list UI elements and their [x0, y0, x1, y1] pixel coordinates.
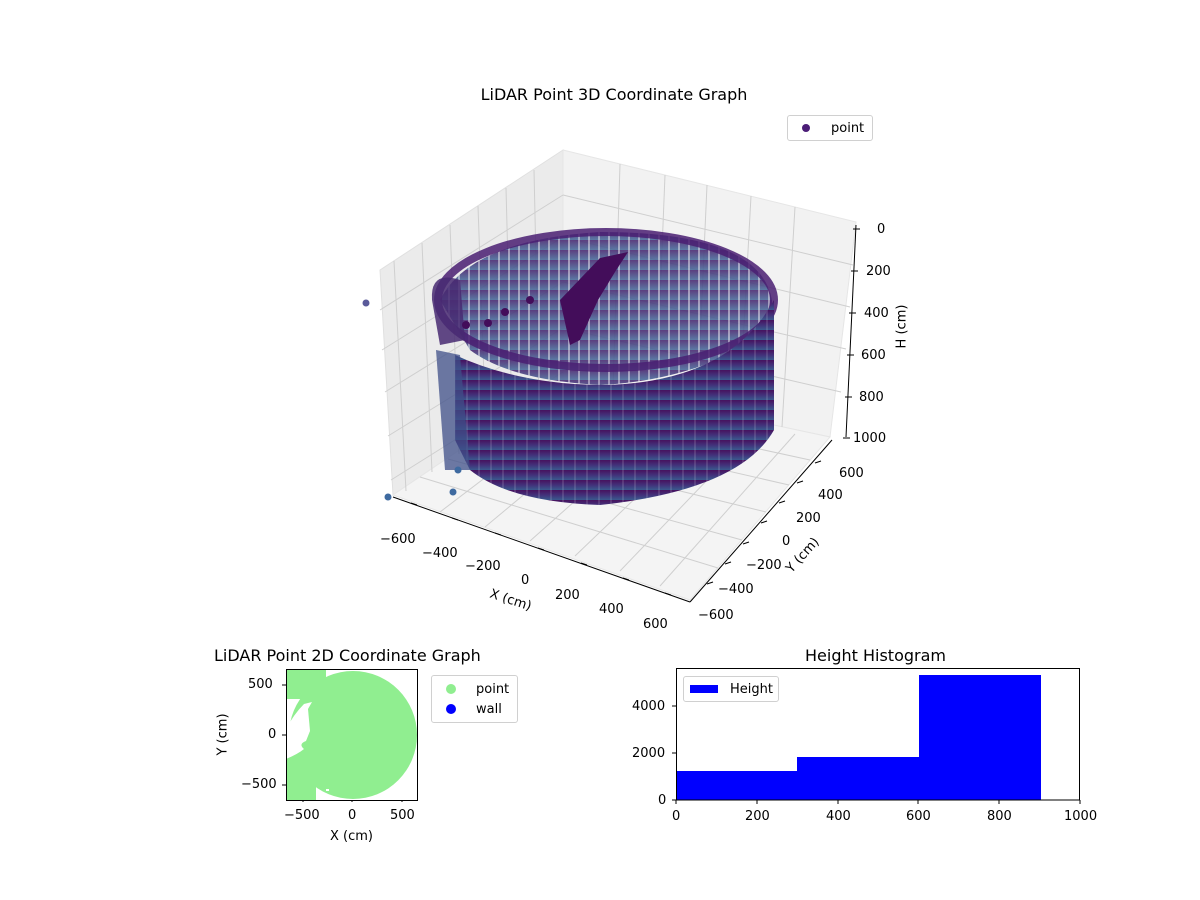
plot-3d-title: LiDAR Point 3D Coordinate Graph	[480, 85, 748, 104]
x-tick-label: −200	[465, 559, 501, 574]
histogram-bar	[919, 675, 1041, 800]
histogram-xtick: 400	[826, 809, 851, 824]
y-tick-label: 0	[782, 534, 791, 549]
y-tick-label: 200	[796, 511, 821, 526]
legend-height-label: Height	[730, 681, 773, 697]
legend-wall-marker	[446, 704, 456, 714]
legend-point-label: point	[831, 120, 865, 136]
y-tick-label: −200	[746, 558, 782, 573]
plot-2d-xlabel: X (cm)	[330, 829, 373, 844]
histogram-legend: Height	[683, 676, 779, 702]
histogram-xtick: 1000	[1064, 809, 1098, 824]
empty-notch	[286, 702, 312, 759]
z-tick-label: 200	[866, 264, 891, 279]
y-tick-label: 600	[839, 466, 864, 481]
legend-height-swatch	[690, 685, 718, 693]
z-tick-label: 0	[877, 222, 886, 237]
legend-point-label: point	[476, 681, 510, 697]
z-tick-label: 1000	[853, 431, 887, 446]
y-axis-line	[689, 439, 833, 603]
point-disc	[289, 671, 417, 799]
dark-point-cluster	[560, 252, 628, 345]
plot-2d-axes	[286, 669, 418, 802]
plot-2d-ytick: 0	[268, 727, 277, 742]
histogram-xtick: 800	[987, 809, 1012, 824]
z-tick-label: 800	[859, 390, 884, 405]
x-tick-label: 400	[599, 602, 624, 617]
plot-2d-xtick: −500	[284, 808, 320, 823]
x-tick-label: 600	[643, 617, 668, 632]
histogram-ytick: 4000	[632, 699, 666, 714]
legend-point-marker	[446, 684, 456, 694]
histogram-bar	[676, 771, 797, 800]
y-tick-label: 400	[818, 488, 843, 503]
z-tick-label: 400	[864, 306, 889, 321]
plot-2d-ytick: 500	[248, 677, 273, 692]
histogram-title: Height Histogram	[805, 646, 946, 665]
histogram-bar	[797, 757, 919, 800]
histogram-axes	[672, 668, 1081, 804]
histogram-ytick: 2000	[632, 746, 666, 761]
cylinder-inner-wall	[440, 232, 772, 385]
plot-2d-xtick: 500	[390, 808, 415, 823]
y-tick-label: −400	[718, 582, 754, 597]
y-tick-label: −600	[698, 608, 734, 623]
x-tick-label: 0	[521, 573, 530, 588]
plot-3d-legend: point	[787, 115, 873, 141]
plot-2d-ytick: −500	[241, 777, 277, 792]
histogram-xtick: 600	[906, 809, 931, 824]
z-axis-line	[845, 224, 857, 438]
cylinder-front-wall	[455, 300, 774, 505]
legend-point-marker	[802, 124, 810, 132]
plot-2d-title: LiDAR Point 2D Coordinate Graph	[214, 646, 481, 665]
x-tick-label: −400	[422, 546, 458, 561]
plot-2d-legend: point wall	[431, 675, 518, 723]
histogram-xtick: 0	[672, 809, 681, 824]
histogram-ytick: 0	[658, 793, 667, 808]
x-tick-label: −600	[380, 532, 416, 547]
legend-wall-label: wall	[476, 701, 502, 717]
plot-2d-ylabel: Y (cm)	[215, 713, 231, 756]
z-tick-label: 600	[861, 348, 886, 363]
plot-2d-xtick: 0	[348, 808, 357, 823]
histogram-xtick: 200	[745, 809, 770, 824]
x-tick-label: 200	[555, 588, 580, 603]
cylinder-left-gap-points	[431, 277, 465, 345]
z-axis-label: H (cm)	[894, 304, 910, 349]
